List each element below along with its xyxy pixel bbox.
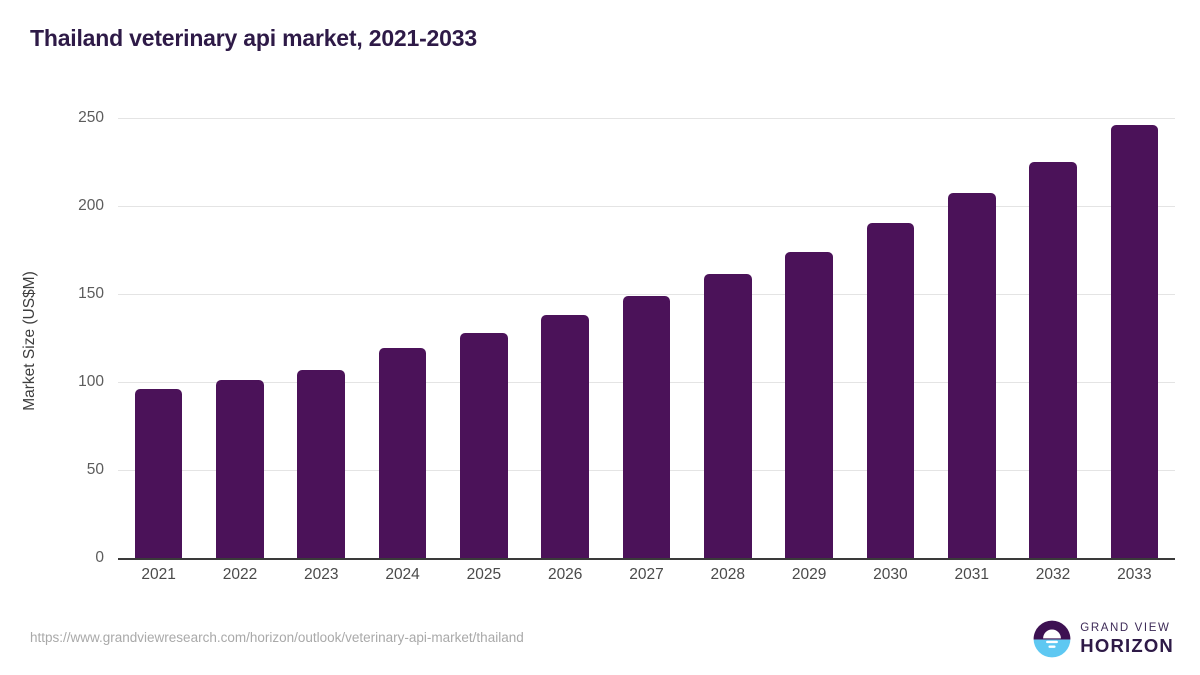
brand-logo: GRAND VIEW HORIZON xyxy=(1033,620,1174,658)
bar-group[interactable] xyxy=(541,100,589,558)
bar-group[interactable] xyxy=(460,100,508,558)
bar-group[interactable] xyxy=(216,100,264,558)
bar-series xyxy=(118,100,1175,558)
bar[interactable] xyxy=(378,348,427,558)
brand-name-line2: HORIZON xyxy=(1080,635,1174,656)
bar-group[interactable] xyxy=(947,100,996,558)
plot-area xyxy=(118,100,1175,560)
bar[interactable] xyxy=(622,295,671,558)
x-tick-label: 2024 xyxy=(385,566,420,583)
bar[interactable] xyxy=(134,388,183,558)
bar[interactable] xyxy=(704,274,752,558)
y-tick-label: 200 xyxy=(78,196,104,214)
bar[interactable] xyxy=(1110,124,1159,558)
bar[interactable] xyxy=(216,380,264,558)
y-tick-label: 100 xyxy=(78,372,104,390)
x-tick-label: 2023 xyxy=(304,566,339,583)
bar[interactable] xyxy=(866,223,915,558)
x-tick-label: 2029 xyxy=(791,566,827,583)
sunrise-circle-icon xyxy=(1033,620,1071,658)
gridline xyxy=(118,293,1175,295)
y-tick-label: 150 xyxy=(78,284,104,302)
bar-group[interactable] xyxy=(378,100,427,558)
x-tick-label: 2027 xyxy=(629,566,664,583)
bar[interactable] xyxy=(460,332,508,558)
y-tick-label: 0 xyxy=(95,549,104,566)
bar-group[interactable] xyxy=(1029,100,1077,558)
x-tick-label: 2032 xyxy=(1035,566,1071,583)
x-tick-label: 2025 xyxy=(466,566,502,583)
x-tick-label: 2026 xyxy=(547,566,583,583)
brand-logo-text: GRAND VIEW HORIZON xyxy=(1080,621,1174,656)
bar[interactable] xyxy=(297,369,346,558)
x-tick-label: 2021 xyxy=(141,566,176,583)
y-axis: Market Size (US$M) 0 50 100 150 200 250 xyxy=(0,100,118,566)
x-tick-label: 2030 xyxy=(873,566,908,583)
bar[interactable] xyxy=(947,193,996,558)
y-axis-title: Market Size (US$M) xyxy=(21,271,38,411)
brand-name-line1: GRAND VIEW xyxy=(1080,621,1171,634)
source-url[interactable]: https://www.grandviewresearch.com/horizo… xyxy=(30,630,524,645)
x-axis-tick-labels: 2021 2022 2023 2024 2025 2026 2027 2028 2029 2030… xyxy=(118,566,1175,596)
x-tick-label: 2028 xyxy=(710,566,746,583)
page-title: Thailand veterinary api market, 2021-203… xyxy=(30,25,477,51)
x-tick-label: 2033 xyxy=(1117,566,1152,583)
bar-group[interactable] xyxy=(704,100,752,558)
y-tick-label: 50 xyxy=(86,460,104,478)
x-tick-label: 2022 xyxy=(222,566,258,583)
gridline xyxy=(118,117,1175,119)
axis-baseline xyxy=(118,558,1175,560)
bar[interactable] xyxy=(1029,161,1077,558)
bar-group[interactable] xyxy=(622,100,671,558)
bar[interactable] xyxy=(785,251,833,558)
bar-group[interactable] xyxy=(866,100,915,558)
bar-group[interactable] xyxy=(297,100,346,558)
x-tick-label: 2031 xyxy=(954,566,989,583)
bar-group[interactable] xyxy=(134,100,183,558)
gridline xyxy=(118,205,1175,207)
bar-group[interactable] xyxy=(785,100,833,558)
y-tick-label: 250 xyxy=(78,108,104,126)
bar-group[interactable] xyxy=(1110,100,1159,558)
bar[interactable] xyxy=(541,314,589,558)
